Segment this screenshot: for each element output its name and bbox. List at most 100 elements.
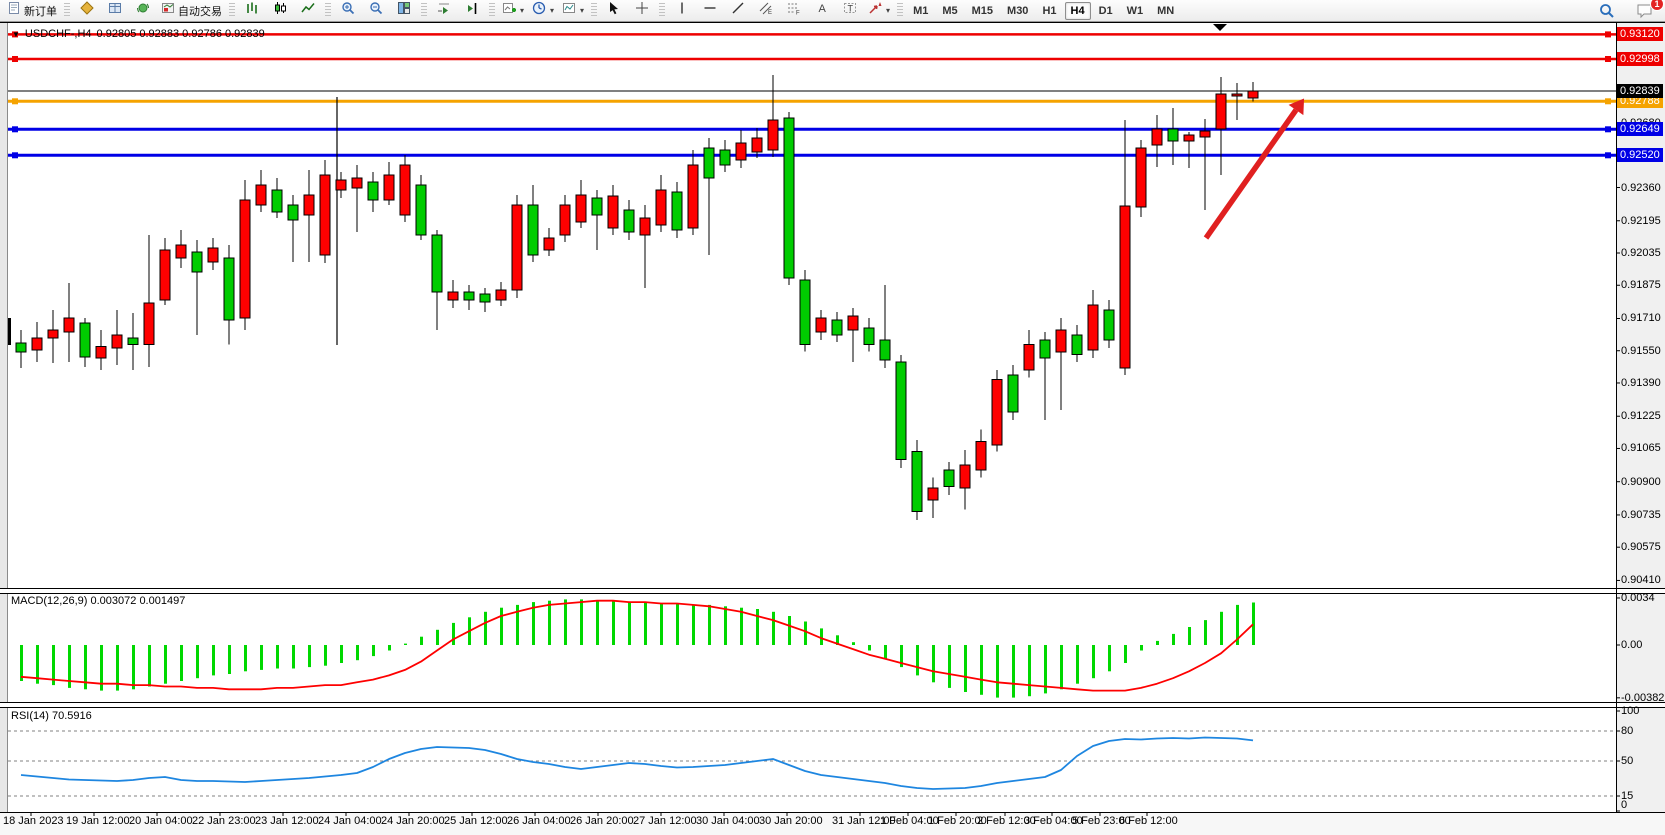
resistance-price-badge: 0.93120 (1617, 27, 1663, 41)
auto-scroll-button[interactable] (430, 0, 458, 22)
resistance-line-2[interactable] (8, 56, 1616, 62)
price-axis-tick-label: 0.92035 (1621, 247, 1661, 259)
price-axis-tick-label: 0.91225 (1621, 410, 1661, 422)
auto-scroll-icon (437, 1, 451, 20)
macd-axis-tick-label: -0.00382 (1621, 692, 1665, 704)
chart-top-border (0, 22, 1665, 23)
candlesticks (8, 75, 1259, 520)
autotrading-button[interactable]: 自动交易 (157, 0, 226, 22)
chevron-down-icon[interactable]: ▼ (12, 29, 20, 39)
support-line-1[interactable] (8, 126, 1616, 133)
bar-chart-type-button[interactable] (238, 0, 266, 22)
time-axis[interactable] (0, 813, 1665, 835)
toolbar-group-grip (659, 3, 666, 18)
resistance-line-1[interactable] (8, 31, 1616, 38)
cursor-button[interactable] (600, 0, 628, 22)
current-price-badge: 0.92839 (1617, 84, 1663, 98)
time-axis-label: 30 Jan 20:00 (759, 815, 823, 827)
market-watch-icon (80, 1, 94, 20)
price-axis-tick-label: 0.90900 (1621, 476, 1661, 488)
macd-panel-splitter[interactable] (0, 588, 1665, 594)
timeframe-m30-button[interactable]: M30 (1007, 4, 1029, 17)
zoom-in-button[interactable] (334, 0, 362, 22)
time-axis-label: 2 Feb 12:00 (977, 815, 1036, 827)
svg-text:F: F (796, 11, 800, 16)
periods-button[interactable]: ▾ (528, 0, 558, 22)
new-order-button[interactable]: 新订单 (3, 0, 61, 22)
chart-shift-marker[interactable] (1213, 24, 1227, 31)
macd-indicator-label: MACD(12,26,9) 0.003072 0.001497 (11, 595, 186, 607)
price-axis-tick-label: 0.91065 (1621, 442, 1661, 454)
support-line-2[interactable] (8, 152, 1616, 159)
new-chart-button[interactable]: ▾ (498, 0, 528, 22)
timeframe-m1-button[interactable]: M1 (913, 4, 929, 17)
templates-button[interactable]: ▾ (558, 0, 588, 22)
horizontal-line-button[interactable] (696, 0, 724, 22)
shapes-icon (868, 1, 882, 20)
horizontal-line-icon (703, 1, 717, 20)
crosshair-button[interactable] (628, 0, 656, 22)
timeframe-w1-button[interactable]: W1 (1126, 4, 1144, 17)
time-axis-label: 1 Feb 20:00 (928, 815, 987, 827)
toolbar: 新订单 自动交易 ▾ ▾ ▾ E F A T ▾ M1 M5 M15 M30 H1 H4 D1 W1 MN 1 (0, 0, 1665, 22)
zoom-out-icon (369, 1, 383, 20)
data-window-button[interactable] (101, 0, 129, 22)
equidistant-channel-button[interactable]: E (752, 0, 780, 22)
time-axis-line (0, 812, 1665, 813)
trendline-button[interactable] (724, 0, 752, 22)
time-axis-label: 24 Jan 20:00 (381, 815, 445, 827)
equidistant-channel-icon: E (759, 1, 773, 20)
svg-text:T: T (848, 4, 854, 14)
fibonacci-icon: F (787, 1, 801, 20)
new-order-icon (7, 1, 21, 20)
notifications-button[interactable]: 1 (1631, 0, 1664, 22)
search-button[interactable] (1593, 0, 1621, 22)
orange-level-line[interactable] (8, 98, 1616, 105)
rsi-axis-tick-label: 80 (1621, 725, 1634, 737)
navigator-button[interactable] (129, 0, 157, 22)
zoom-out-button[interactable] (362, 0, 390, 22)
time-axis-label: 23 Jan 12:00 (255, 815, 319, 827)
trend-arrow[interactable] (1203, 98, 1305, 240)
rsi-line (20, 736, 1254, 790)
time-axis-label: 30 Jan 04:00 (696, 815, 760, 827)
timeframe-m5-button[interactable]: M5 (942, 4, 958, 17)
chevron-down-icon: ▾ (520, 6, 525, 15)
timeframe-m15-button[interactable]: M15 (971, 4, 994, 17)
toolbar-group-grip (421, 3, 427, 18)
time-axis-label: 6 Feb 12:00 (1119, 815, 1178, 827)
text-button[interactable]: A (808, 0, 836, 22)
shapes-button[interactable]: ▾ (864, 0, 894, 22)
time-axis-label: 26 Jan 04:00 (507, 815, 571, 827)
line-chart-type-button[interactable] (294, 0, 322, 22)
label-button[interactable]: T (836, 0, 864, 22)
fibonacci-button[interactable]: F (780, 0, 808, 22)
timeframe-d1-button[interactable]: D1 (1098, 4, 1113, 17)
price-axis-tick-label: 0.90575 (1621, 541, 1661, 553)
tile-windows-button[interactable] (390, 0, 418, 22)
timeframe-h1-button[interactable]: H1 (1042, 4, 1057, 17)
rsi-axis-tick-label: 50 (1621, 755, 1634, 767)
price-axis[interactable] (1616, 23, 1617, 812)
time-axis-label: 26 Jan 20:00 (570, 815, 634, 827)
resistance-price-badge: 0.92998 (1617, 52, 1663, 66)
window-left-border (0, 22, 8, 835)
periods-icon (532, 1, 546, 20)
timeframe-mn-button[interactable]: MN (1157, 4, 1175, 17)
rsi-panel (8, 730, 1616, 797)
rsi-panel-splitter[interactable] (0, 702, 1665, 708)
market-watch-button[interactable] (73, 0, 101, 22)
support-price-badge: 0.92520 (1617, 148, 1663, 162)
support-price-badge: 0.92649 (1617, 122, 1663, 136)
vertical-line-button[interactable] (668, 0, 696, 22)
rsi-axis-tick-label: 100 (1621, 705, 1640, 717)
chart-shift-button[interactable] (458, 0, 486, 22)
toolbar-group-grip (897, 3, 904, 18)
chevron-down-icon: ▾ (580, 6, 585, 15)
rsi-axis-tick-label: 15 (1621, 790, 1634, 802)
timeframe-h4-button[interactable]: H4 (1064, 1, 1091, 20)
candlestick-chart-type-button[interactable] (266, 0, 294, 22)
crosshair-icon (635, 1, 649, 20)
data-window-icon (108, 1, 122, 20)
